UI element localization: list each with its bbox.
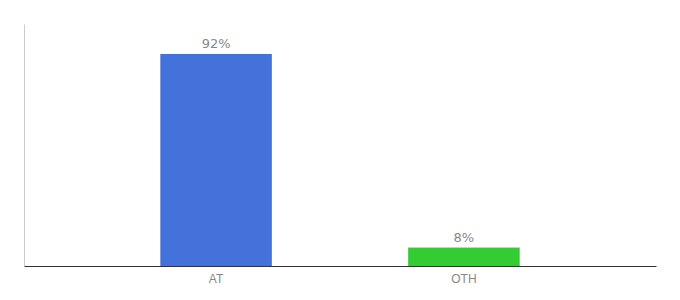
- data-label: 8%: [454, 230, 475, 245]
- data-label: 92%: [202, 36, 231, 51]
- plot: AT OTH 92% 8%: [25, 25, 657, 286]
- chart-container: AT OTH 92% 8%: [0, 0, 680, 300]
- bar: [160, 54, 272, 266]
- data-labels: 92% 8%: [202, 36, 475, 245]
- x-tick: OTH: [451, 272, 476, 286]
- bars: [160, 54, 519, 266]
- x-axis: AT OTH: [25, 267, 657, 286]
- y-axis-line: [24, 25, 25, 267]
- x-axis-line: [25, 266, 657, 267]
- y-axis: [24, 25, 25, 267]
- x-tick-label: AT: [209, 272, 224, 286]
- bar: [408, 248, 520, 266]
- chart-svg: AT OTH 92% 8%: [0, 0, 680, 300]
- x-tick: AT: [209, 272, 224, 286]
- x-tick-label: OTH: [451, 272, 476, 286]
